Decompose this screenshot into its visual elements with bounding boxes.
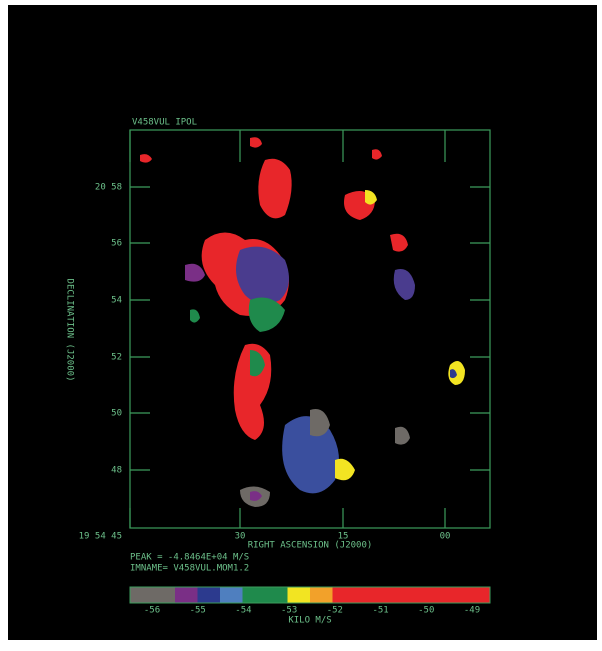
colorbar-label: KILO M/S	[288, 616, 331, 626]
colorbar-swatch	[153, 587, 176, 603]
colorbar-swatch	[400, 587, 423, 603]
x-tick-label: 00	[440, 532, 451, 542]
colorbar-swatch	[310, 587, 333, 603]
colorbar-swatch	[220, 587, 243, 603]
colorbar-tick-label: -55	[190, 606, 206, 616]
colorbar-swatch	[355, 587, 378, 603]
image-name: IMNAME= V458VUL.MOM1.2	[130, 564, 249, 574]
colorbar-tick-label: -51	[372, 606, 388, 616]
colorbar-swatch	[423, 587, 446, 603]
y-tick-label: 56	[111, 239, 122, 249]
x-tick-label: 19 54 45	[79, 532, 122, 542]
colorbar-tick-label: -52	[327, 606, 343, 616]
y-axis-label: DECLINATION (J2000)	[65, 279, 75, 382]
colorbar-swatch	[243, 587, 266, 603]
figure: V458VUL IPOL DECLINATION (J2000) RIGHT A…	[0, 0, 602, 647]
emission-blob	[258, 159, 291, 219]
colorbar-swatch	[468, 587, 491, 603]
x-tick-label: 15	[338, 532, 349, 542]
y-tick-label: 48	[111, 466, 122, 476]
colorbar-swatch	[175, 587, 198, 603]
colorbar-tick-label: -50	[418, 606, 434, 616]
colorbar-tick-label: -56	[144, 606, 160, 616]
colorbar-tick-label: -49	[464, 606, 480, 616]
plot-title: V458VUL IPOL	[132, 118, 197, 128]
colorbar-tick-label: -54	[235, 606, 251, 616]
colorbar-tick-label: -53	[281, 606, 297, 616]
colorbar-swatch	[198, 587, 221, 603]
y-tick-label: 54	[111, 296, 122, 306]
peak-note: PEAK = -4.8464E+04 M/S	[130, 553, 249, 563]
colorbar-swatch	[333, 587, 356, 603]
colorbar-swatch	[445, 587, 468, 603]
colorbar-swatch	[130, 587, 153, 603]
x-tick-label: 30	[235, 532, 246, 542]
x-axis-label: RIGHT ASCENSION (J2000)	[248, 541, 373, 551]
y-tick-label: 50	[111, 409, 122, 419]
colorbar-swatch	[288, 587, 311, 603]
colorbar-swatch	[265, 587, 288, 603]
y-tick-label: 52	[111, 353, 122, 363]
y-tick-label: 20 58	[95, 183, 122, 193]
colorbar-swatch	[378, 587, 401, 603]
